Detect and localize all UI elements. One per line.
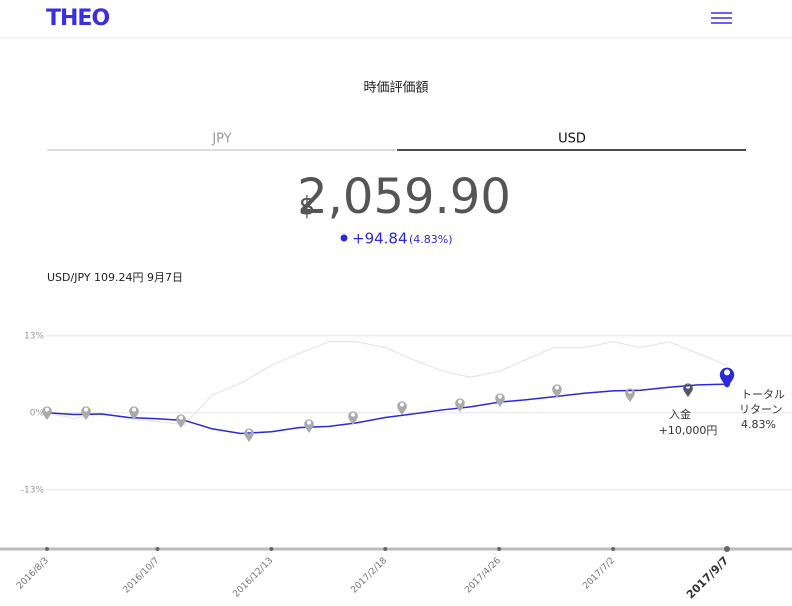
change-dot [340,234,348,242]
deposit-pin [683,383,693,397]
deposit-pin [348,411,358,425]
chart: 13% 0% -13% 2016/8/3 2016/10/7 2016/12/13 2017… [0,331,792,601]
deposit-pin [304,419,314,433]
y-tick-label: 0% [30,408,45,418]
x-tick [497,547,502,551]
x-tick [724,546,730,552]
balance-amount: 2,059.90 [297,169,511,225]
x-tick-label: 2016/10/7 [122,556,162,596]
x-tick-label: 2017/9/7 [684,554,731,601]
x-tick-label: 2016/8/3 [15,556,51,592]
menu-button[interactable] [711,12,732,24]
fx-rate: USD/JPY 109.24円 9月7日 [47,271,183,284]
deposit-pin [455,398,465,412]
x-tick-label: 2017/2/18 [349,556,389,596]
change-percent: (4.83%) [409,233,453,246]
annotation: トータル [741,388,785,401]
x-tick [611,547,616,551]
x-tick [383,547,388,551]
deposit-pin [719,367,735,388]
deposit-pin [129,406,139,420]
deposit-pin [625,388,635,402]
x-tick-label: 2016/12/13 [232,556,276,600]
current-point [724,381,730,388]
x-tick-label: 2017/4/26 [463,556,503,596]
x-tick-label: 2017/7/2 [581,556,617,592]
page-title: 時価評価額 [363,81,428,96]
deposit-pin [42,406,52,420]
annotation: 入金 [669,407,691,421]
deposit-pin [81,406,91,420]
x-tick [45,547,49,551]
x-tick [155,547,160,551]
deposit-pin [244,428,254,442]
tab-usd[interactable]: USD [558,132,586,147]
tab-jpy[interactable]: JPY [211,132,231,147]
annotation: +10,000円 [659,424,718,437]
deposit-pin [397,401,407,415]
annotation: リターン [739,403,782,416]
series-line [46,383,728,435]
change-amount: +94.84 [352,230,408,248]
x-tick [269,547,274,551]
currency-symbol: $ [299,192,316,222]
deposit-pin [552,384,562,398]
y-tick-label: 13% [24,331,44,341]
deposit-pin [176,414,186,428]
deposit-pin [495,393,505,407]
logo[interactable]: THEO [46,6,110,31]
y-tick-label: -13% [21,485,45,495]
series-line [46,341,728,426]
annotation: 4.83% [741,418,776,431]
